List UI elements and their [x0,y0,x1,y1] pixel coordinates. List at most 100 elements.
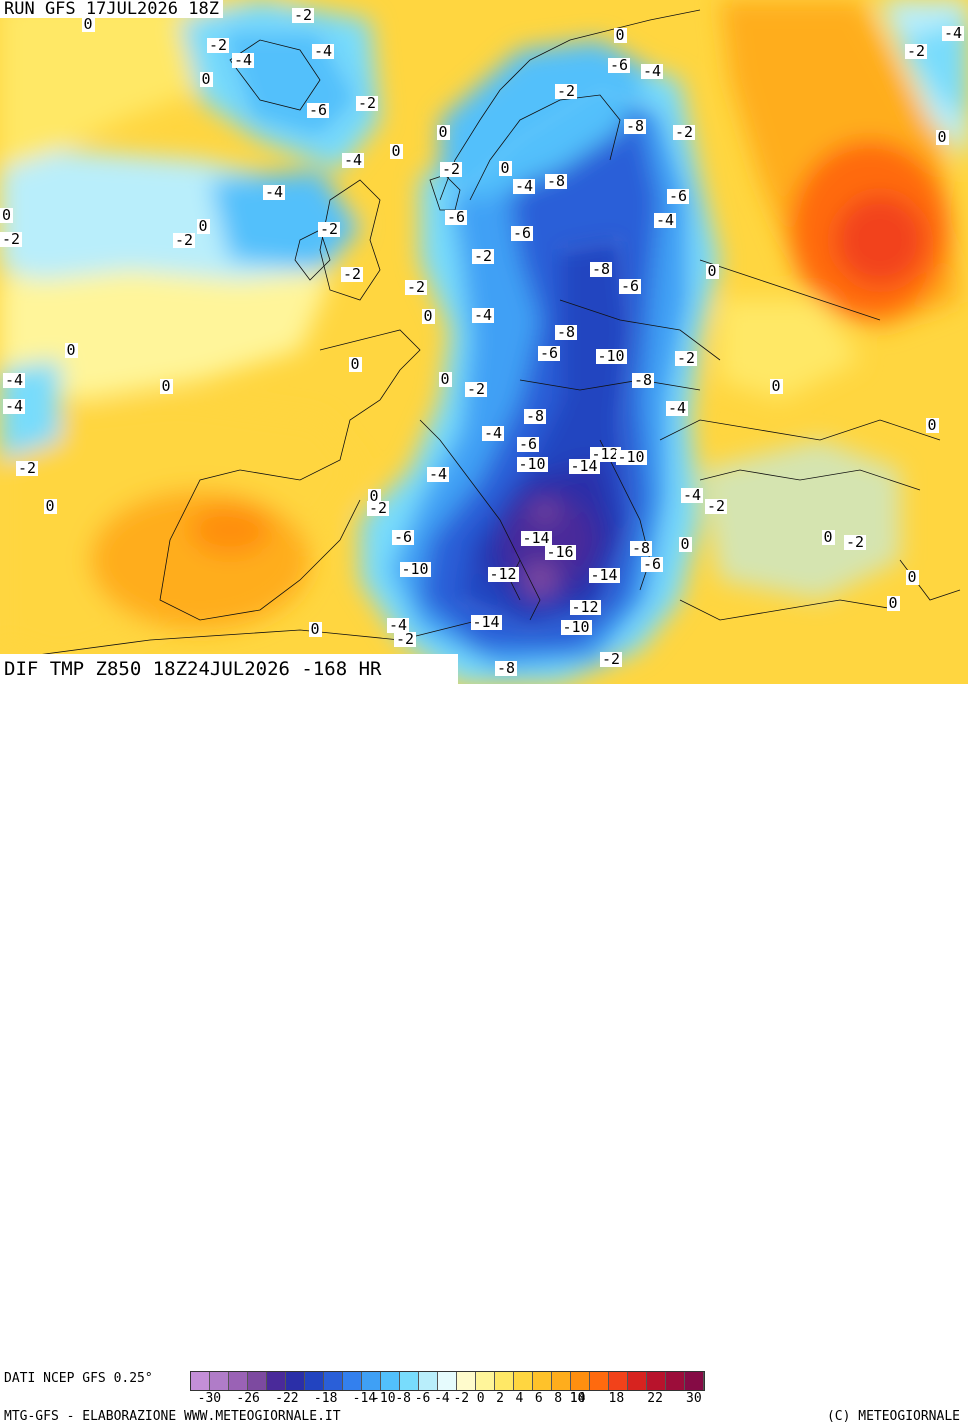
contour-label: -2 [844,533,867,551]
contour-label: 0 [159,377,173,395]
contour-label: -2 [356,94,379,112]
color-swatch [419,1372,438,1390]
scale-tick-label: 18 [608,1391,625,1406]
contour-label: -8 [630,539,653,557]
scale-tick-label: 8 [554,1391,563,1406]
color-legend: DATI NCEP GFS 0.25° -30 -26 -22 -18 -14 -10 -8… [0,684,968,1424]
contour-label: -8 [555,323,578,341]
scale-tick-label: -8 [395,1391,411,1406]
color-swatch [457,1372,476,1390]
contour-label: -4 [666,399,689,417]
color-swatch [438,1372,457,1390]
color-swatch [305,1372,324,1390]
contour-label: -6 [667,187,690,205]
contour-label: -12 [569,598,601,616]
contour-label: -14 [568,457,600,475]
contour-label: -2 [905,42,928,60]
contour-label: -8 [495,659,518,677]
scale-tick-label: 30 [686,1391,702,1406]
contour-label: -6 [608,56,631,74]
scale-tick-label: 2 [496,1391,504,1406]
temperature-anomaly-map: RUN GFS 17JUL2026 18Z -2 0 -2 -4 -4 0 -4 -2 -6 -4… [0,0,968,684]
contour-label: -8 [524,407,547,425]
data-source: DATI NCEP GFS 0.25° [4,1371,153,1386]
contour-label: -10 [615,448,647,466]
color-swatch [362,1372,381,1390]
contour-label: 0 [925,416,939,434]
scale-tick-label: -18 [313,1391,338,1406]
contour-label: -2 [465,380,488,398]
color-swatch [495,1372,514,1390]
contour-label: 0 [935,128,949,146]
run-label: RUN GFS 17JUL2026 18Z [0,0,223,18]
color-swatch [267,1372,286,1390]
contour-label: -6 [641,555,664,573]
color-swatch [552,1372,571,1390]
color-swatch [286,1372,305,1390]
contour-label: 0 [678,535,692,553]
color-swatch [476,1372,495,1390]
contour-label: -4 [387,616,410,634]
contour-label: -2 [600,650,623,668]
contour-label: -10 [595,347,627,365]
contour-label: -4 [513,177,536,195]
color-swatch [210,1372,229,1390]
credit-left: MTG-GFS - ELABORAZIONE WWW.METEOGIORNALE… [4,1409,341,1424]
credit-right: (C) METEOGIORNALE [826,1409,960,1424]
contour-label: -2 [318,220,341,238]
contour-label: -4 [482,424,505,442]
color-swatch [609,1372,628,1390]
color-scale [190,1371,705,1391]
color-swatch [571,1372,590,1390]
scale-tick-label: 4 [515,1391,524,1406]
contour-label: -4 [427,465,450,483]
color-swatch [533,1372,552,1390]
contour-label: 0 [421,307,435,325]
contour-label: 0 [196,217,210,235]
color-swatch [514,1372,533,1390]
contour-label: -14 [470,613,502,631]
scale-tick-label: 22 [647,1391,663,1406]
contour-label: 0 [821,528,835,546]
contour-label: -2 [440,160,463,178]
contour-label: 0 [905,568,919,586]
contour-label: -4 [942,24,965,42]
contour-label: -2 [705,497,728,515]
contour-label: -10 [399,560,431,578]
color-swatch [191,1372,210,1390]
scale-tick-label: -4 [434,1391,450,1406]
contour-label: -2 [173,231,196,249]
contour-label: 0 [348,355,362,373]
contour-label: 0 [769,377,783,395]
contour-label: -4 [3,371,26,389]
color-swatch [666,1372,685,1390]
contour-label: -4 [342,151,365,169]
contour-label: -4 [232,51,255,69]
contour-label: -2 [367,499,390,517]
contour-label: -6 [511,224,534,242]
contour-label: -6 [619,277,642,295]
scale-tick-label: -22 [275,1391,299,1406]
contour-label: 0 [389,142,403,160]
scale-tick-label: -6 [414,1391,431,1406]
color-swatch [400,1372,419,1390]
contour-label: -12 [589,445,621,463]
contour-label: -2 [555,82,578,100]
scale-tick-label: -30 [197,1391,222,1406]
contour-label: -2 [394,630,417,648]
contour-label: -4 [641,62,664,80]
color-swatch [685,1372,704,1390]
scale-ticks: -30 -26 -22 -18 -14 -10 -8 -6 -4 -2 0 2 4 6 8 10 14 18 22 3… [190,1391,968,1407]
color-swatch [229,1372,248,1390]
contour-label: -12 [487,565,519,583]
contour-label: -6 [392,528,415,546]
contour-label: -6 [517,435,540,453]
color-swatch [590,1372,609,1390]
contour-label: -6 [307,101,330,119]
scale-tick-label: -10 [372,1391,396,1406]
contour-label: -2 [341,265,364,283]
contour-label: -6 [538,344,561,362]
contour-label: -4 [654,211,677,229]
contour-label: -8 [590,260,613,278]
contour-label: -14 [588,566,620,584]
